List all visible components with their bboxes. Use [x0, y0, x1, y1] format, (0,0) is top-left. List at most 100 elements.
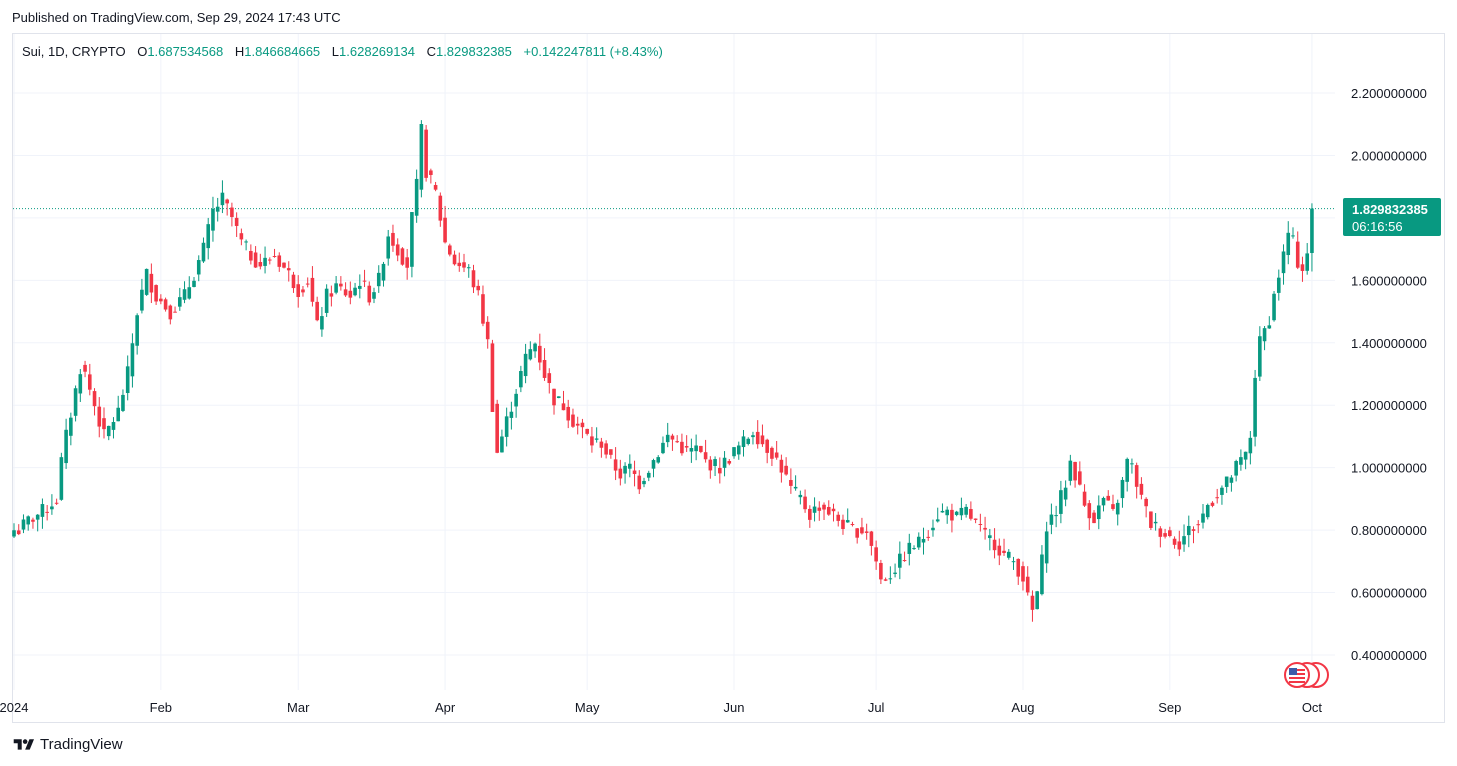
candle[interactable]	[533, 342, 537, 358]
candle[interactable]	[609, 449, 613, 459]
candle[interactable]	[1115, 499, 1120, 526]
candle[interactable]	[154, 284, 158, 305]
candle[interactable]	[21, 514, 26, 534]
candle[interactable]	[1096, 495, 1101, 530]
candle[interactable]	[1201, 504, 1205, 529]
candle[interactable]	[907, 533, 912, 566]
candle[interactable]	[604, 440, 608, 459]
candle[interactable]	[87, 363, 92, 396]
candle[interactable]	[509, 401, 514, 430]
candle[interactable]	[31, 517, 35, 529]
candle[interactable]	[646, 470, 651, 482]
candle[interactable]	[249, 244, 253, 265]
candle[interactable]	[481, 285, 485, 327]
candle[interactable]	[973, 518, 978, 524]
candle[interactable]	[992, 528, 997, 559]
candle[interactable]	[538, 333, 542, 371]
candle[interactable]	[452, 250, 457, 266]
candle[interactable]	[1092, 510, 1096, 524]
candle[interactable]	[1049, 503, 1054, 535]
candle[interactable]	[182, 281, 187, 304]
candle[interactable]	[931, 519, 935, 537]
candle[interactable]	[343, 282, 348, 297]
candle[interactable]	[1243, 451, 1248, 470]
candle[interactable]	[12, 523, 16, 538]
candle[interactable]	[945, 506, 949, 524]
candle[interactable]	[774, 440, 779, 460]
candle[interactable]	[954, 510, 959, 517]
candle[interactable]	[1144, 497, 1148, 518]
candle[interactable]	[1210, 501, 1215, 508]
us-flag-icon[interactable]	[1281, 661, 1331, 689]
candle[interactable]	[1248, 431, 1253, 465]
candle[interactable]	[443, 205, 447, 244]
candle[interactable]	[916, 532, 921, 550]
candle[interactable]	[618, 459, 623, 486]
candle[interactable]	[613, 447, 618, 481]
candle[interactable]	[789, 468, 793, 494]
candle[interactable]	[1120, 476, 1125, 508]
candle[interactable]	[751, 431, 755, 445]
candle[interactable]	[286, 261, 291, 282]
candle[interactable]	[1016, 558, 1021, 585]
candle[interactable]	[358, 274, 362, 299]
candle[interactable]	[1073, 461, 1077, 488]
candle[interactable]	[694, 434, 698, 461]
candle[interactable]	[291, 271, 296, 293]
candle[interactable]	[1182, 524, 1186, 552]
chart-frame[interactable]	[12, 33, 1445, 723]
candle[interactable]	[173, 306, 177, 313]
candle[interactable]	[817, 501, 822, 521]
candle[interactable]	[1063, 480, 1068, 507]
candle[interactable]	[149, 263, 154, 304]
candle[interactable]	[988, 528, 992, 551]
candle[interactable]	[121, 389, 125, 413]
candle[interactable]	[1134, 462, 1139, 499]
candle[interactable]	[1267, 316, 1272, 329]
candle[interactable]	[50, 494, 54, 515]
candle[interactable]	[225, 198, 229, 216]
candle[interactable]	[339, 276, 343, 291]
candle[interactable]	[561, 390, 566, 411]
candle[interactable]	[552, 388, 556, 415]
candle[interactable]	[708, 456, 713, 479]
tradingview-brand[interactable]: TradingView	[12, 736, 123, 753]
candle[interactable]	[1106, 490, 1111, 501]
candle[interactable]	[1153, 513, 1158, 531]
candle[interactable]	[556, 396, 561, 399]
candle[interactable]	[35, 514, 40, 532]
candle[interactable]	[812, 497, 817, 522]
candle[interactable]	[637, 470, 642, 495]
candle[interactable]	[874, 540, 878, 570]
candle[interactable]	[1002, 538, 1006, 556]
candle[interactable]	[684, 435, 689, 452]
candle[interactable]	[1295, 231, 1300, 270]
candle[interactable]	[1196, 520, 1201, 534]
candle[interactable]	[935, 507, 940, 523]
candle[interactable]	[424, 125, 428, 182]
candle[interactable]	[400, 247, 405, 266]
candle[interactable]	[1177, 530, 1182, 557]
candle[interactable]	[282, 262, 286, 269]
candle[interactable]	[642, 477, 646, 488]
candle[interactable]	[500, 429, 504, 453]
candle[interactable]	[1191, 526, 1196, 544]
candle[interactable]	[40, 498, 45, 529]
candle[interactable]	[405, 248, 409, 280]
candle[interactable]	[125, 355, 130, 401]
candle[interactable]	[1030, 590, 1035, 622]
candle[interactable]	[130, 333, 135, 388]
candle[interactable]	[334, 276, 338, 295]
candle[interactable]	[201, 237, 206, 263]
candle[interactable]	[206, 217, 211, 260]
candle[interactable]	[1286, 221, 1291, 265]
candle[interactable]	[590, 426, 594, 453]
candle[interactable]	[215, 197, 220, 222]
candle[interactable]	[1310, 203, 1314, 272]
candle[interactable]	[926, 530, 931, 541]
candle[interactable]	[301, 285, 305, 297]
candle[interactable]	[1021, 561, 1025, 591]
candle[interactable]	[808, 505, 812, 528]
candle[interactable]	[594, 427, 599, 443]
candle[interactable]	[1139, 477, 1144, 500]
